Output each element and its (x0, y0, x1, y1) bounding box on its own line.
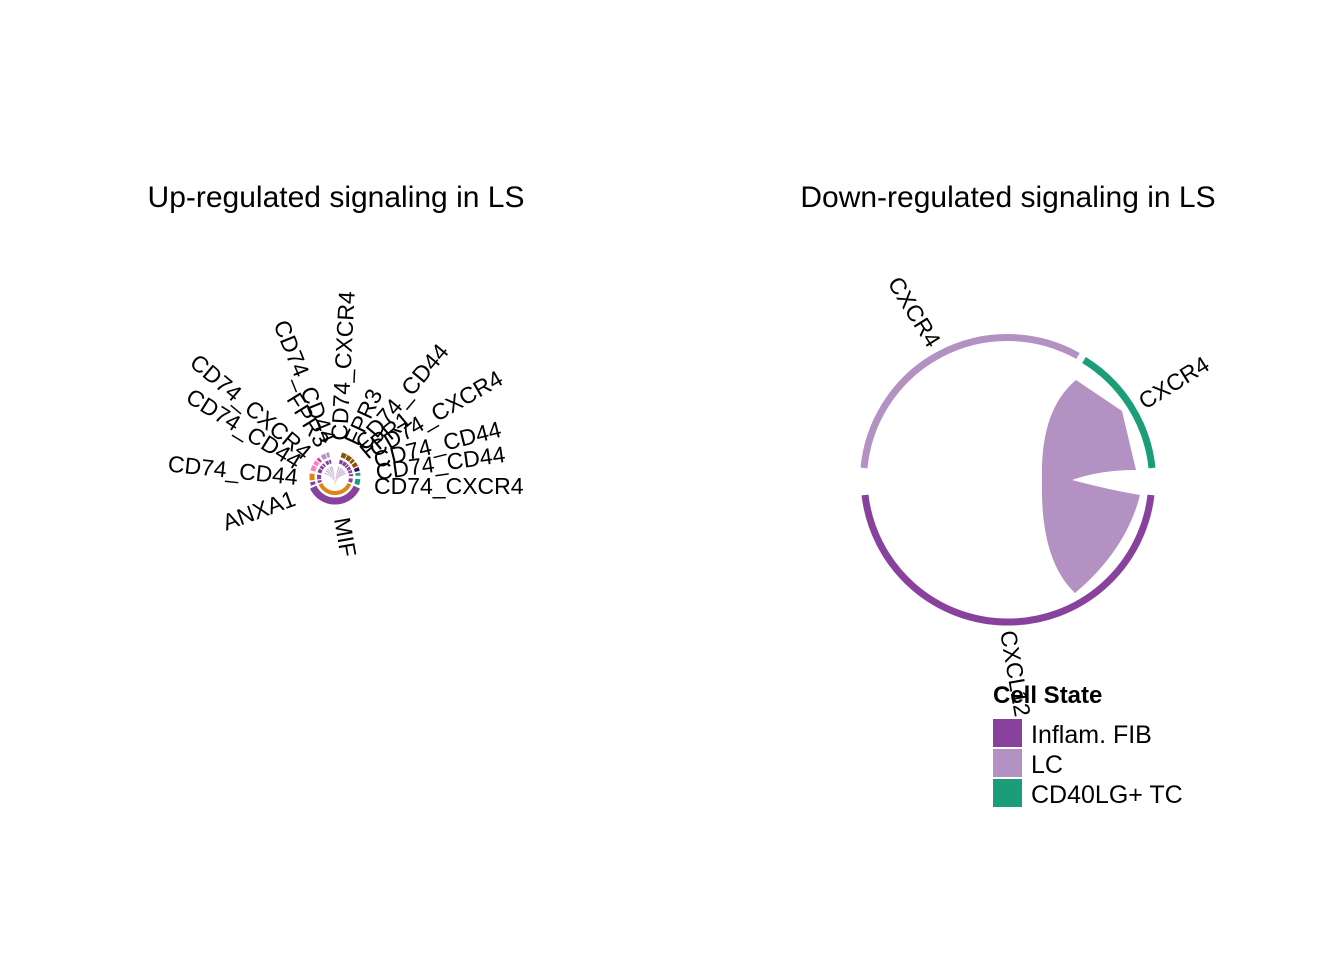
up-chord-link (335, 466, 340, 487)
up-sector-arc (349, 458, 355, 465)
down-chart-title: Down-regulated signaling in LS (800, 181, 1215, 214)
up-sector-inner-track (317, 468, 323, 474)
up-sector-label-mif: MIF (329, 515, 361, 559)
up-chord-link (335, 470, 345, 487)
sector-arc-cxcl12-inflam-fib (861, 494, 1155, 626)
up-chord-link (331, 466, 335, 487)
legend-swatch-lc (993, 749, 1022, 777)
up-sector-inner-track (317, 479, 322, 484)
up-sector-inner-track (347, 469, 353, 474)
legend-label-inflam-fib: Inflam. FIB (1031, 721, 1152, 749)
down-regulated-chord-panel: Down-regulated signaling in LS CXCL12 CX… (800, 181, 1215, 718)
up-sector-arc (354, 478, 361, 486)
up-sector-arc (340, 452, 347, 459)
down-sector-label-cxcr4-lc: CXCR4 (883, 272, 946, 352)
up-sector-arc (310, 465, 317, 472)
legend-label-cd40lg-tc: CD40LG+ TC (1031, 781, 1183, 809)
up-sector-inner-track (328, 459, 332, 464)
up-sector-arc (353, 467, 360, 473)
down-sector-label-cxcr4-tc: CXCR4 (1134, 351, 1214, 414)
sector-arc-cxcr4-lc (860, 334, 1080, 469)
up-sector-arc (310, 481, 316, 486)
up-sector-inner-track (344, 464, 349, 469)
up-sector-inner-track (338, 459, 344, 465)
up-sector-arc (325, 452, 331, 458)
up-sector-arc (313, 460, 320, 467)
legend-title: Cell State (993, 682, 1102, 709)
up-sector-label-anxa1: ANXA1 (219, 485, 299, 535)
up-chord-inner-ring (317, 459, 353, 495)
up-sector-inner-track (318, 482, 352, 495)
up-chord-link (335, 472, 346, 487)
legend: Cell State Inflam. FIB LC CD40LG+ TC (993, 682, 1183, 809)
up-chord-link (324, 472, 335, 487)
up-sector-inner-track (319, 465, 325, 470)
up-sector-label-cd74-cxcr4-4: CD74_CXCR4 (374, 473, 524, 499)
up-chart-title: Up-regulated signaling in LS (148, 181, 525, 214)
up-sector-inner-track (346, 466, 352, 471)
up-sector-arc (351, 462, 358, 469)
up-sector-arc (310, 485, 360, 505)
up-sector-inner-track (348, 478, 353, 483)
up-chord-link (325, 470, 335, 487)
up-chord-links (324, 466, 346, 487)
chord-link-cxcl12-to-lc-cxcr4 (1041, 380, 1140, 593)
legend-swatch-cd40lg-tc (993, 779, 1022, 807)
sector-arc-cxcr4-cd40lg-tc (1082, 357, 1156, 469)
legend-swatch-inflam-fib (993, 719, 1022, 747)
up-regulated-chord-panel: Up-regulated signaling in LS MIF ANXA1 C… (148, 181, 525, 559)
legend-label-lc: LC (1031, 751, 1063, 779)
up-sector-inner-track (324, 460, 330, 466)
up-sector-arc (320, 453, 328, 461)
up-sector-inner-track (322, 463, 327, 468)
up-sector-arc (316, 457, 322, 463)
up-chord-sectors (309, 452, 361, 505)
up-sector-arc (345, 454, 353, 462)
up-sector-inner-track (341, 461, 348, 467)
